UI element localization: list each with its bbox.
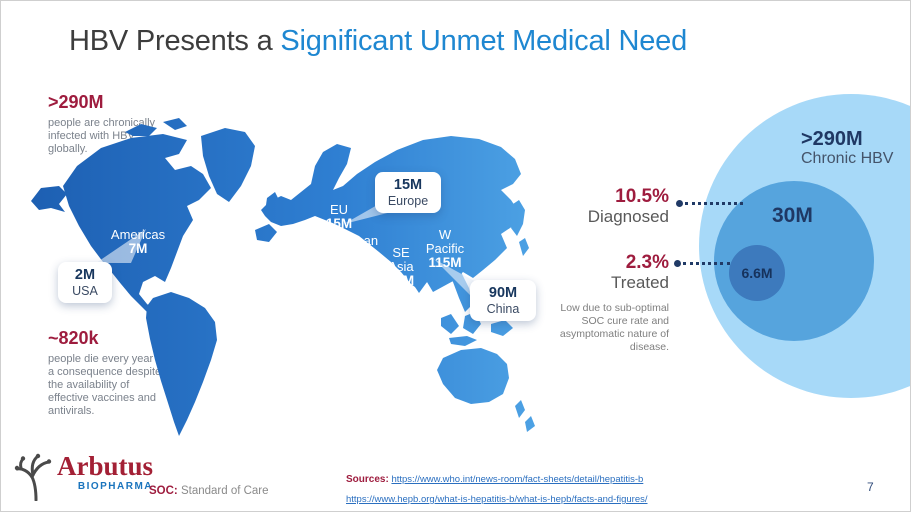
annotation-diagnosed: 10.5% Diagnosed	[588, 187, 669, 226]
callout-usa: 2M USA	[58, 262, 112, 304]
soc-term: SOC:	[149, 485, 178, 497]
stat-infected-value: >290M	[48, 92, 104, 112]
stat-deaths-value: ~820k	[48, 328, 99, 348]
sources-line-2: https://www.hepb.org/what-is-hepatitis-b…	[346, 490, 648, 510]
logo-name: Arbutus	[57, 451, 154, 481]
region-name: Africa	[293, 290, 327, 305]
region-name: Americas	[110, 227, 166, 242]
region-value: 15M	[325, 216, 353, 232]
region-value: 39M	[387, 273, 415, 289]
stat-chronically-infected: >290M people are chronically infected wi…	[48, 92, 170, 156]
callout-label: Europe	[387, 193, 429, 208]
treated-percent: 2.3%	[625, 252, 669, 273]
sources-label: Sources:	[346, 474, 389, 485]
callout-europe: 15M Europe	[375, 172, 441, 214]
circle-chronic-value: >290M	[801, 128, 863, 150]
arbutus-logo: Arbutus BIOPHARMA	[13, 453, 153, 501]
diagnosed-percent: 10.5%	[615, 186, 669, 207]
circle-treated-value: 6.6M	[741, 265, 773, 281]
world-map	[31, 118, 535, 436]
stat-annual-deaths: ~820k people die every year as a consequ…	[48, 328, 170, 418]
leader-line-treated	[674, 260, 730, 267]
region-value: 7M	[128, 241, 148, 257]
map-region-se-asia: SE Asia 39M	[384, 245, 418, 289]
map-region-eu: EU 15M	[318, 202, 360, 232]
circle-chronic-label: Chronic HBV	[801, 150, 894, 167]
leader-line-diagnosed	[676, 200, 743, 207]
callout-label: China	[486, 301, 520, 316]
source-link-who[interactable]: https://www.who.int/news-room/fact-sheet…	[391, 474, 644, 485]
callout-china: 90M China	[470, 280, 536, 322]
soc-definition: Standard of Care	[180, 485, 269, 497]
map-region-americas: Americas 7M	[98, 227, 178, 257]
region-name: EU	[329, 202, 349, 217]
callout-label: USA	[72, 283, 98, 298]
map-region-e-mediterranean: E Mediterranean 21M	[270, 233, 390, 263]
region-name: E Mediterranean	[281, 233, 379, 248]
page-number: 7	[867, 480, 874, 494]
region-value: 60M	[296, 304, 324, 320]
callout-value: 2M	[74, 267, 96, 283]
region-value: 21M	[316, 247, 344, 263]
stat-deaths-description: people die every year as a consequence d…	[48, 353, 168, 417]
sources-line-1: Sources: https://www.who.int/news-room/f…	[346, 469, 648, 490]
logo-text: Arbutus BIOPHARMA	[57, 451, 154, 493]
annotation-treated: 2.3% Treated	[611, 253, 669, 292]
source-link-hepb[interactable]: https://www.hepb.org/what-is-hepatitis-b…	[346, 494, 648, 505]
map-region-africa: Africa 60M	[279, 290, 341, 320]
sources-block: Sources: https://www.who.int/news-room/f…	[346, 469, 648, 510]
logo-subtitle: BIOPHARMA	[77, 481, 154, 492]
region-name: SE Asia	[388, 245, 414, 275]
stat-infected-description: people are chronically infected with HBV…	[48, 117, 156, 155]
title-prefix: HBV Presents a	[69, 25, 281, 57]
treated-label: Treated	[611, 272, 669, 292]
arbutus-tree-icon	[14, 453, 52, 501]
circle-diagnosed-value: 30M	[772, 204, 813, 227]
region-name: W Pacific	[425, 227, 465, 257]
callout-value: 90M	[488, 285, 518, 301]
circle-treated: 6.6M	[729, 245, 785, 301]
map-region-w-pacific: W Pacific 115M	[421, 227, 469, 271]
page-title: HBV Presents a Significant Unmet Medical…	[69, 25, 687, 58]
venn-note: Low due to sub-optimal SOC cure rate and…	[559, 302, 669, 354]
diagnosed-label: Diagnosed	[587, 206, 669, 226]
callout-value: 15M	[393, 177, 423, 193]
title-highlight: Significant Unmet Medical Need	[280, 25, 688, 57]
soc-abbreviation-note: SOC: Standard of Care	[149, 485, 269, 497]
region-value: 115M	[428, 255, 462, 271]
